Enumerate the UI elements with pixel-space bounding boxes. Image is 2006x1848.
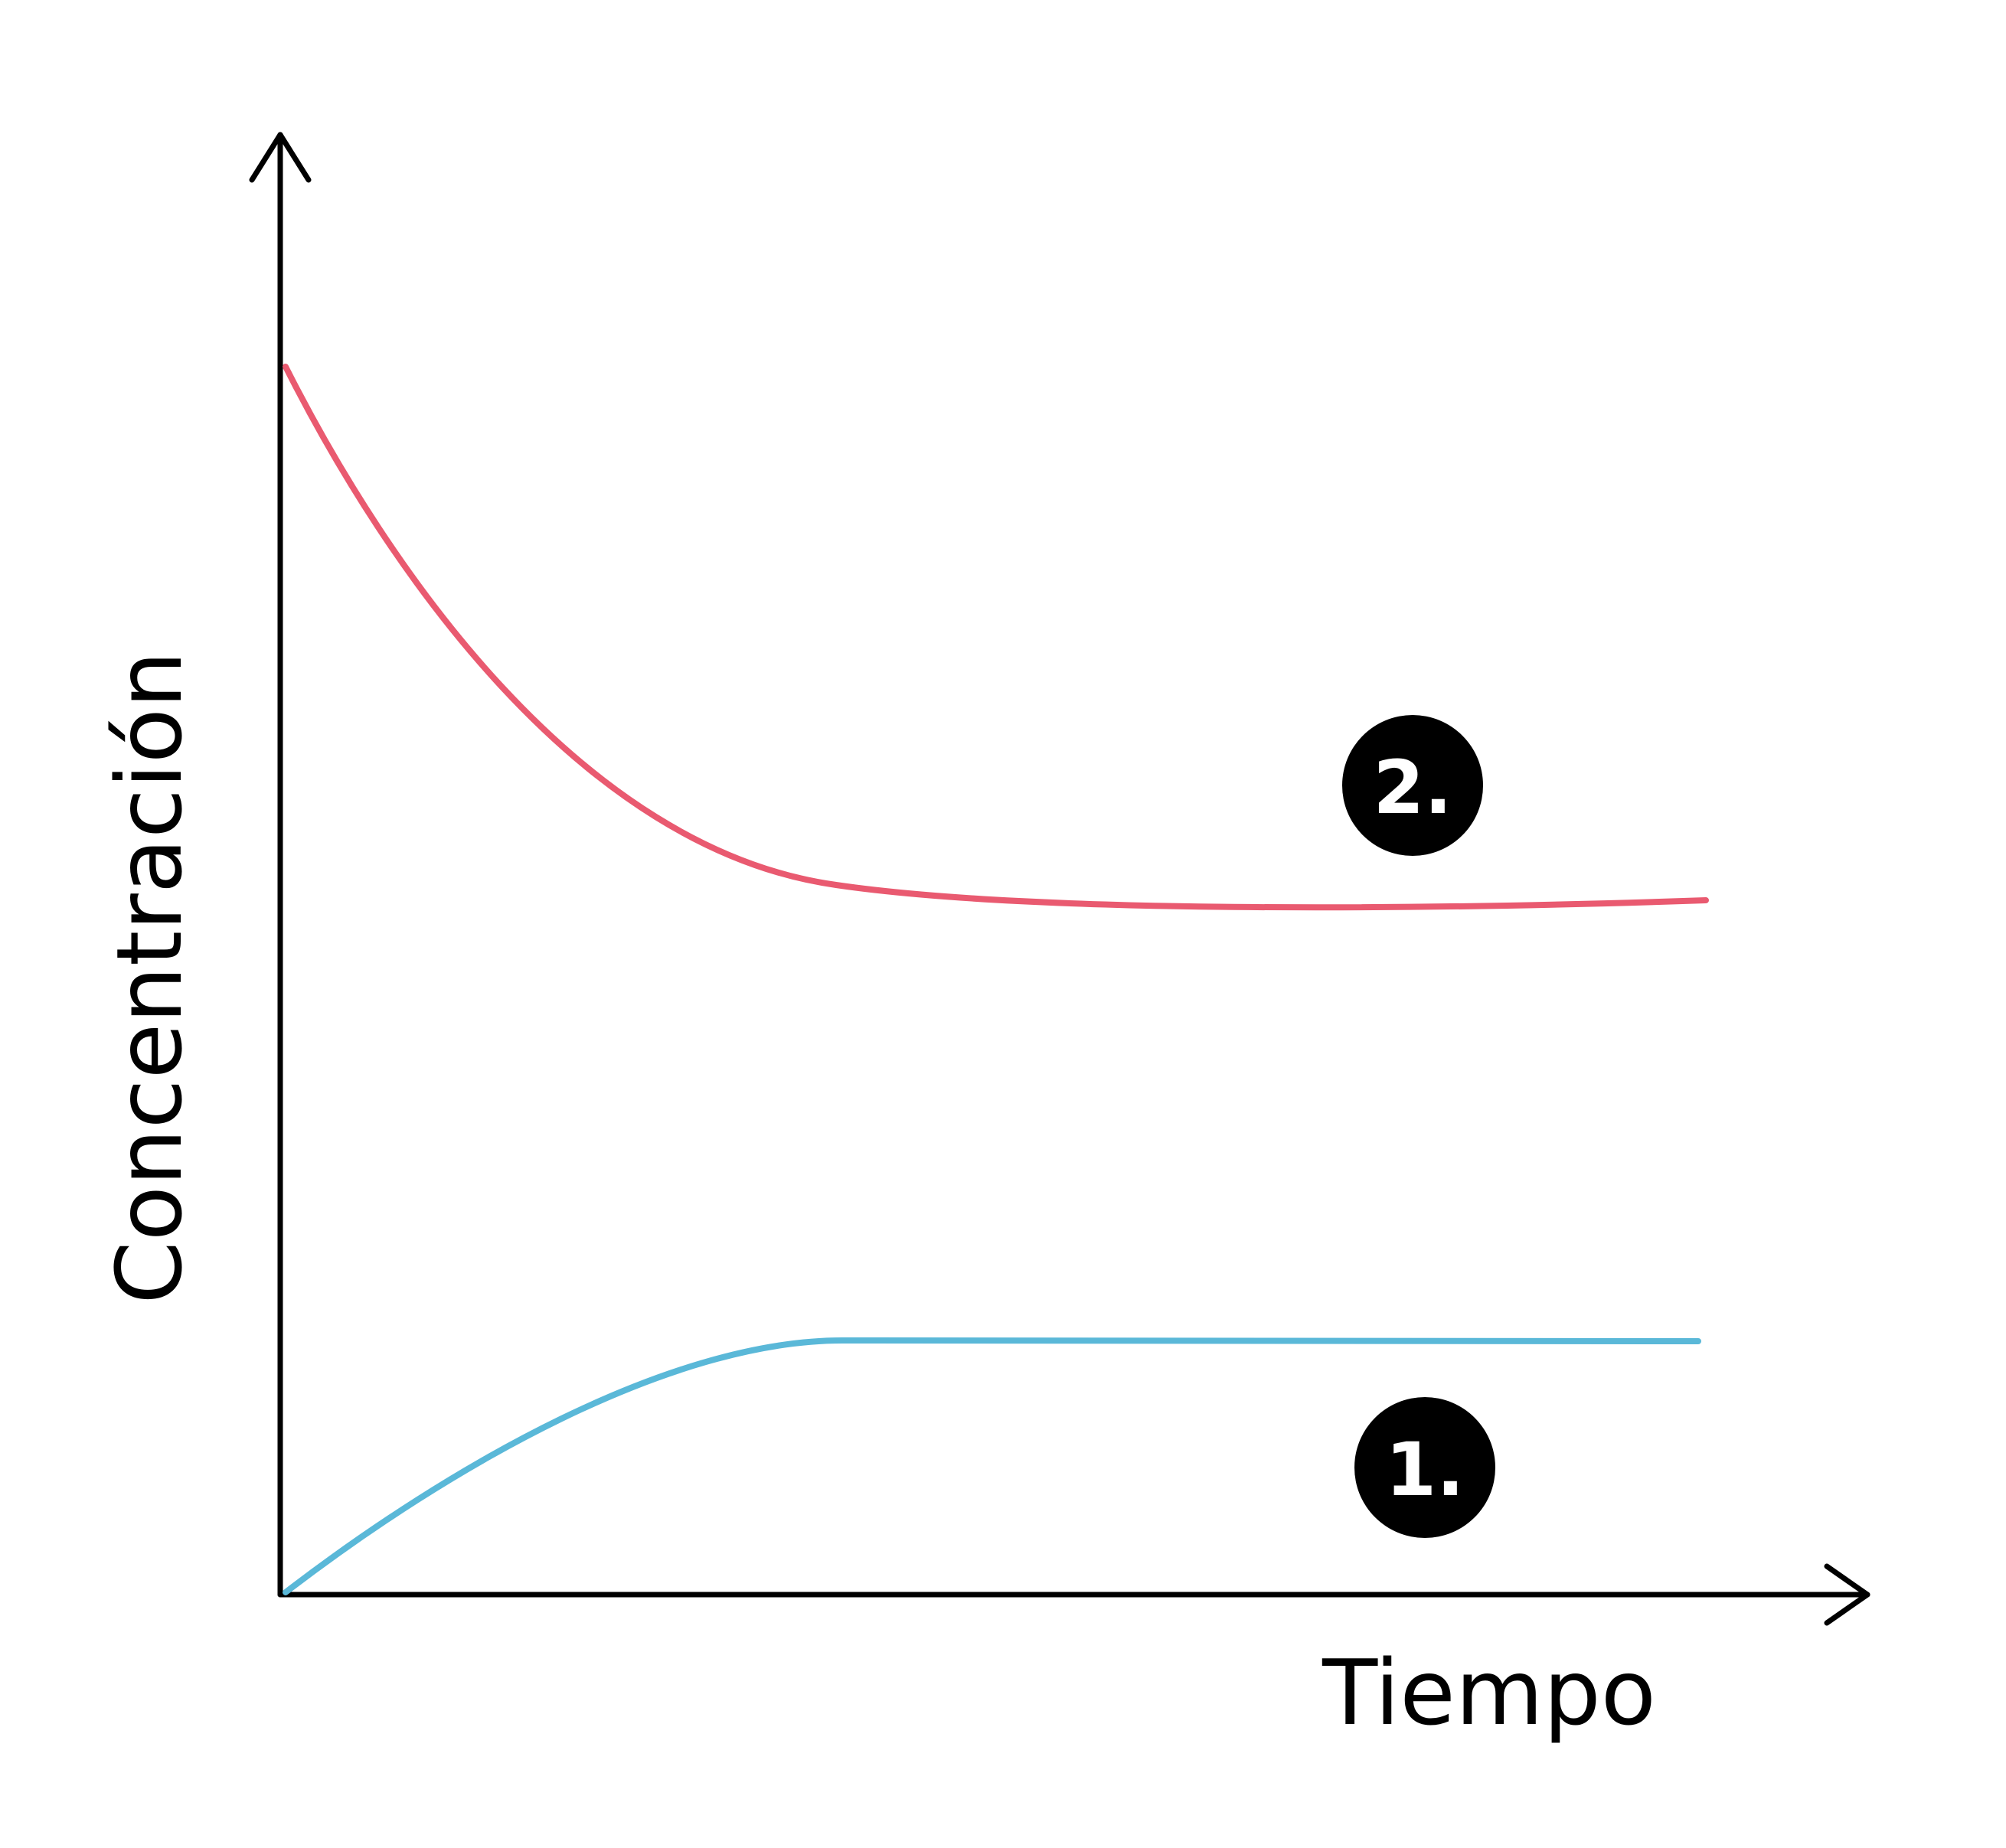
curve-2 <box>283 364 1709 911</box>
badge <box>1354 1397 1495 1538</box>
badge-label: 1. <box>1385 1427 1464 1513</box>
badge <box>1342 715 1483 856</box>
badge-label: 2. <box>1373 745 1452 831</box>
curve-1 <box>283 1337 1701 1595</box>
y-axis-label: Concentración <box>96 651 202 1304</box>
x-axis-arrow <box>1824 1563 1870 1626</box>
x-axis-label: Tiempo <box>1322 1640 1656 1745</box>
y-axis-arrow <box>249 132 312 183</box>
